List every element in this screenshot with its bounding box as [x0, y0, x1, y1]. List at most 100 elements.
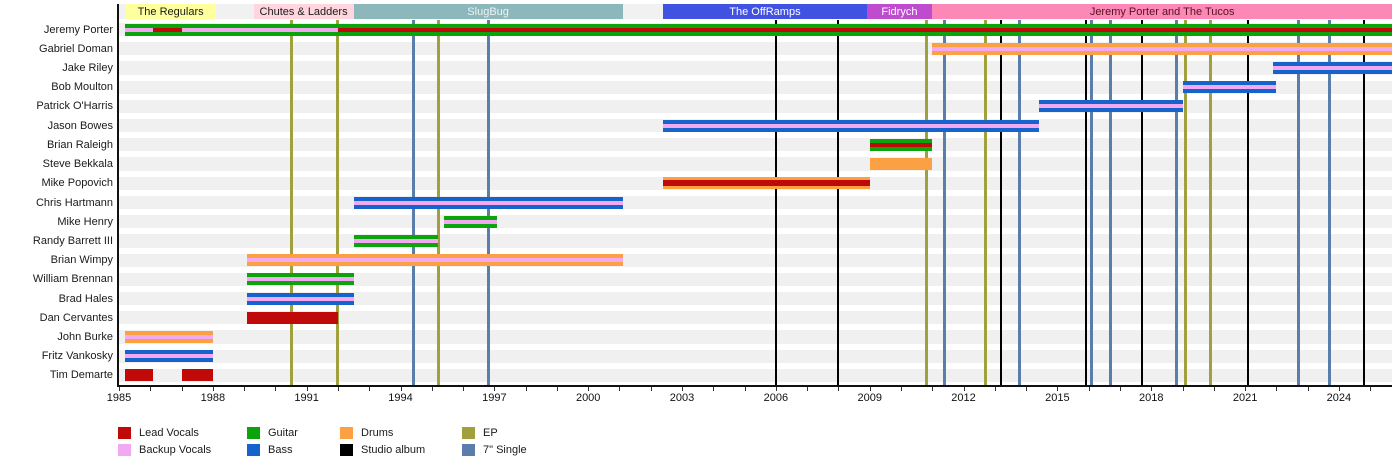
year-tick — [525, 387, 527, 391]
member-label: Chris Hartmann — [35, 196, 113, 209]
year-label: 1985 — [106, 392, 132, 404]
legend-swatch-single_7 — [462, 444, 475, 456]
era-label: The Regulars — [137, 5, 204, 18]
era-band: SlugBug — [353, 4, 623, 19]
x-axis-line — [117, 385, 1393, 387]
member-label: William Brennan — [32, 273, 113, 286]
release-line-studio_album — [1000, 20, 1003, 385]
year-tick — [1057, 387, 1059, 391]
release-line-studio_album — [1084, 20, 1087, 385]
legend-swatch-backup_vocals — [118, 444, 131, 456]
member-label: Mike Popovich — [41, 177, 113, 190]
member-label: Gabriel Doman — [39, 42, 113, 55]
member-label: John Burke — [57, 330, 113, 343]
release-line-single_7 — [943, 20, 947, 385]
member-label: Brian Wimpy — [50, 254, 113, 267]
year-tick — [1182, 387, 1184, 391]
release-line-single_7 — [1018, 20, 1022, 385]
year-label: 2012 — [951, 392, 976, 404]
release-line-ep — [1184, 20, 1188, 385]
vocal-stripe — [1182, 85, 1277, 90]
release-line-studio_album — [837, 20, 840, 385]
year-tick — [869, 387, 871, 391]
year-tick — [119, 387, 120, 391]
member-bar — [869, 158, 933, 171]
year-tick — [838, 387, 840, 391]
year-tick — [744, 387, 746, 391]
release-line-single_7 — [1109, 20, 1113, 385]
year-tick — [400, 387, 402, 391]
member-label: Bob Moulton — [51, 81, 113, 94]
release-line-studio_album — [1140, 20, 1143, 385]
release-line-ep — [336, 20, 340, 385]
vocal-stripe — [247, 277, 354, 282]
era-band: Fidrych — [866, 4, 933, 19]
era-label: SlugBug — [467, 5, 509, 18]
legend-label: Guitar — [268, 427, 298, 439]
year-tick — [1245, 387, 1247, 391]
year-label: 1991 — [294, 392, 319, 404]
year-tick — [1370, 387, 1372, 391]
year-tick — [650, 387, 652, 391]
year-tick — [1338, 387, 1340, 391]
member-row-track — [119, 61, 1393, 75]
vocal-stripe — [932, 46, 1393, 51]
vocal-stripe — [153, 27, 182, 32]
legend-swatch-ep — [462, 427, 475, 439]
year-tick — [181, 387, 183, 391]
year-tick — [463, 387, 465, 391]
era-band: The Regulars — [125, 4, 216, 19]
member-bar — [181, 369, 213, 382]
year-tick — [682, 387, 684, 391]
vocal-stripe — [337, 27, 1393, 32]
member-label: Randy Barrett III — [32, 234, 113, 247]
vocal-stripe — [1038, 104, 1183, 109]
year-tick — [275, 387, 277, 391]
year-tick — [963, 387, 965, 391]
member-row-track — [119, 349, 1393, 363]
year-label: 2021 — [1232, 392, 1258, 404]
member-label: Brian Raleigh — [46, 138, 113, 151]
year-tick — [337, 387, 339, 391]
legend-label: EP — [483, 427, 498, 439]
legend-swatch-guitar — [247, 427, 260, 439]
member-row-track — [119, 215, 1393, 229]
member-bar — [247, 311, 338, 324]
year-tick — [1213, 387, 1215, 391]
release-line-ep — [289, 20, 293, 385]
release-line-single_7 — [1296, 20, 1300, 385]
year-label: 2000 — [575, 392, 601, 404]
member-row-track — [119, 234, 1393, 248]
member-label: Steve Bekkala — [42, 158, 113, 171]
year-tick — [1276, 387, 1278, 391]
year-tick — [901, 387, 902, 391]
release-line-ep — [983, 20, 987, 385]
year-label: 1997 — [482, 392, 507, 404]
year-tick — [1307, 387, 1309, 391]
vocal-stripe — [353, 238, 439, 243]
release-line-single_7 — [1328, 20, 1332, 385]
release-line-ep — [924, 20, 928, 385]
member-label: Jake Riley — [62, 62, 113, 75]
release-line-single_7 — [1174, 20, 1178, 385]
member-label: Jeremy Porter — [43, 23, 113, 36]
year-tick — [994, 387, 996, 391]
member-row-track — [119, 138, 1393, 152]
member-row-track — [119, 368, 1393, 382]
year-tick — [244, 387, 246, 391]
year-label: 2015 — [1045, 392, 1070, 404]
year-tick — [369, 387, 371, 391]
legend-label: 7" Single — [483, 444, 527, 456]
legend-swatch-drums — [340, 427, 353, 439]
era-label: Jeremy Porter and The Tucos — [1089, 5, 1235, 18]
release-line-studio_album — [774, 20, 777, 385]
year-tick — [556, 387, 558, 391]
year-tick — [1088, 387, 1090, 391]
member-label: Brad Hales — [58, 292, 113, 305]
member-bar — [125, 369, 154, 382]
year-tick — [619, 387, 621, 391]
year-tick — [932, 387, 934, 391]
vocal-stripe — [125, 354, 213, 359]
year-tick — [713, 387, 715, 391]
year-tick — [212, 387, 214, 391]
